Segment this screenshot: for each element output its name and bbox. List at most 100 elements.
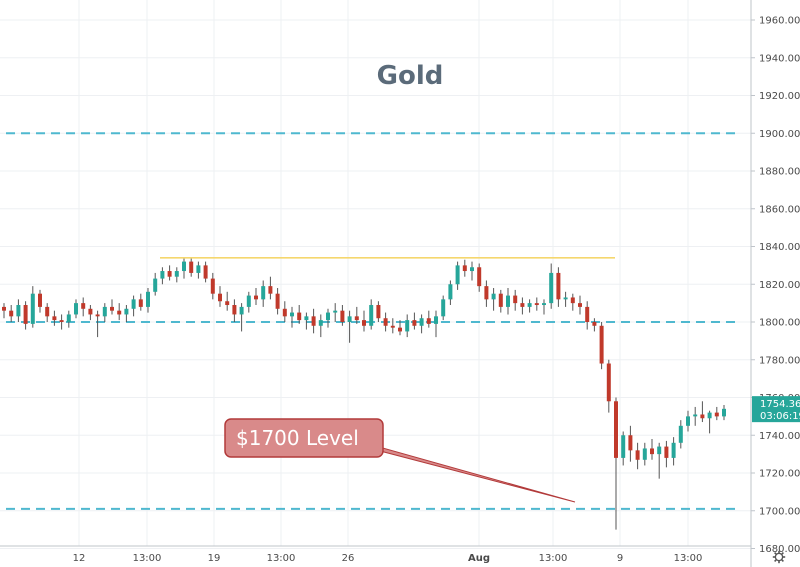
candle-body bbox=[621, 435, 626, 458]
candle bbox=[131, 295, 136, 317]
candle-body bbox=[383, 318, 388, 326]
candle bbox=[614, 397, 618, 530]
candle bbox=[671, 437, 676, 466]
candle-body bbox=[38, 293, 42, 307]
chart-title: Gold bbox=[377, 61, 444, 91]
last-price-value: 1754.36 bbox=[760, 399, 800, 410]
candle bbox=[282, 301, 287, 322]
candle-body bbox=[376, 305, 381, 319]
horizontal-gridlines bbox=[0, 19, 751, 549]
candle-body bbox=[9, 310, 14, 317]
candle-body bbox=[45, 306, 50, 317]
candle bbox=[95, 310, 100, 338]
candle-body bbox=[441, 299, 446, 317]
candle-body bbox=[232, 305, 237, 315]
candle bbox=[225, 291, 230, 311]
candle bbox=[707, 410, 712, 434]
candle-body bbox=[722, 408, 726, 417]
last-price-tag: 1754.36 03:06:19 bbox=[752, 396, 800, 423]
x-tick-label: 26 bbox=[342, 553, 355, 564]
candle bbox=[578, 295, 582, 315]
candle bbox=[232, 299, 237, 322]
candle bbox=[38, 289, 42, 313]
candle bbox=[254, 288, 258, 306]
candle-body bbox=[196, 265, 201, 273]
candle bbox=[203, 261, 208, 283]
y-tick-label: 1720.00 bbox=[759, 469, 800, 480]
candle-body bbox=[527, 303, 532, 307]
candle-body bbox=[542, 303, 546, 306]
x-tick-label: Aug bbox=[468, 553, 490, 564]
candle bbox=[448, 280, 453, 306]
candle-body bbox=[311, 316, 316, 326]
candle-body bbox=[462, 265, 467, 272]
candle bbox=[239, 303, 244, 332]
candle-body bbox=[246, 295, 251, 307]
candle bbox=[311, 308, 316, 334]
candle bbox=[434, 310, 438, 338]
candle-body bbox=[693, 414, 698, 417]
candle-body bbox=[664, 446, 669, 458]
y-tick-label: 1820.00 bbox=[759, 280, 800, 291]
candle bbox=[383, 312, 388, 332]
y-tick-label: 1700.00 bbox=[759, 506, 800, 517]
candle bbox=[390, 318, 395, 334]
candle bbox=[102, 303, 107, 322]
candle-body bbox=[477, 267, 482, 287]
candle-body bbox=[491, 293, 496, 300]
candle-body bbox=[326, 312, 330, 321]
candle bbox=[563, 291, 568, 307]
candle-body bbox=[318, 320, 323, 326]
candle-body bbox=[714, 412, 719, 417]
candle-body bbox=[628, 435, 633, 451]
candle bbox=[506, 288, 510, 315]
candle bbox=[650, 439, 654, 460]
candle bbox=[477, 263, 482, 292]
candle-body bbox=[2, 306, 6, 311]
candle-body bbox=[484, 286, 489, 300]
candle-body bbox=[635, 450, 640, 460]
candle-body bbox=[81, 303, 86, 309]
candle-body bbox=[74, 303, 78, 315]
y-tick-label: 1940.00 bbox=[759, 53, 800, 64]
candle bbox=[657, 442, 662, 479]
candle-body bbox=[210, 278, 215, 294]
candle-body bbox=[405, 320, 410, 332]
gear-icon[interactable] bbox=[772, 550, 786, 564]
candle bbox=[196, 261, 201, 279]
candle-body bbox=[95, 314, 100, 317]
candle-body bbox=[585, 306, 590, 322]
callout-annotation: $1700 Level bbox=[224, 418, 576, 503]
candle bbox=[570, 293, 575, 311]
candle-body bbox=[534, 303, 539, 306]
candle-body bbox=[570, 297, 575, 304]
candle bbox=[362, 310, 366, 332]
candle bbox=[2, 303, 6, 319]
candle bbox=[261, 280, 266, 307]
candle bbox=[520, 297, 525, 315]
candle bbox=[318, 314, 323, 338]
candle bbox=[23, 301, 28, 330]
candle-body bbox=[426, 318, 431, 324]
candle bbox=[534, 297, 539, 311]
candle-body bbox=[30, 293, 35, 324]
candle-body bbox=[390, 325, 395, 328]
candle bbox=[664, 440, 669, 468]
candle-body bbox=[412, 320, 417, 326]
gear-hub bbox=[774, 552, 784, 562]
candle bbox=[585, 301, 590, 330]
candle bbox=[606, 359, 611, 413]
candle-body bbox=[707, 412, 712, 419]
candle bbox=[218, 286, 222, 307]
candle-body bbox=[592, 322, 597, 326]
candle-body bbox=[563, 297, 568, 300]
candle bbox=[412, 312, 417, 330]
last-price-countdown: 03:06:19 bbox=[760, 411, 800, 422]
candle bbox=[376, 301, 381, 322]
candle-body bbox=[700, 414, 705, 419]
y-tick-label: 1800.00 bbox=[759, 318, 800, 329]
candle-body bbox=[290, 312, 294, 317]
candle-body bbox=[498, 293, 503, 307]
candle-body bbox=[218, 293, 222, 302]
candle-body bbox=[282, 308, 287, 317]
